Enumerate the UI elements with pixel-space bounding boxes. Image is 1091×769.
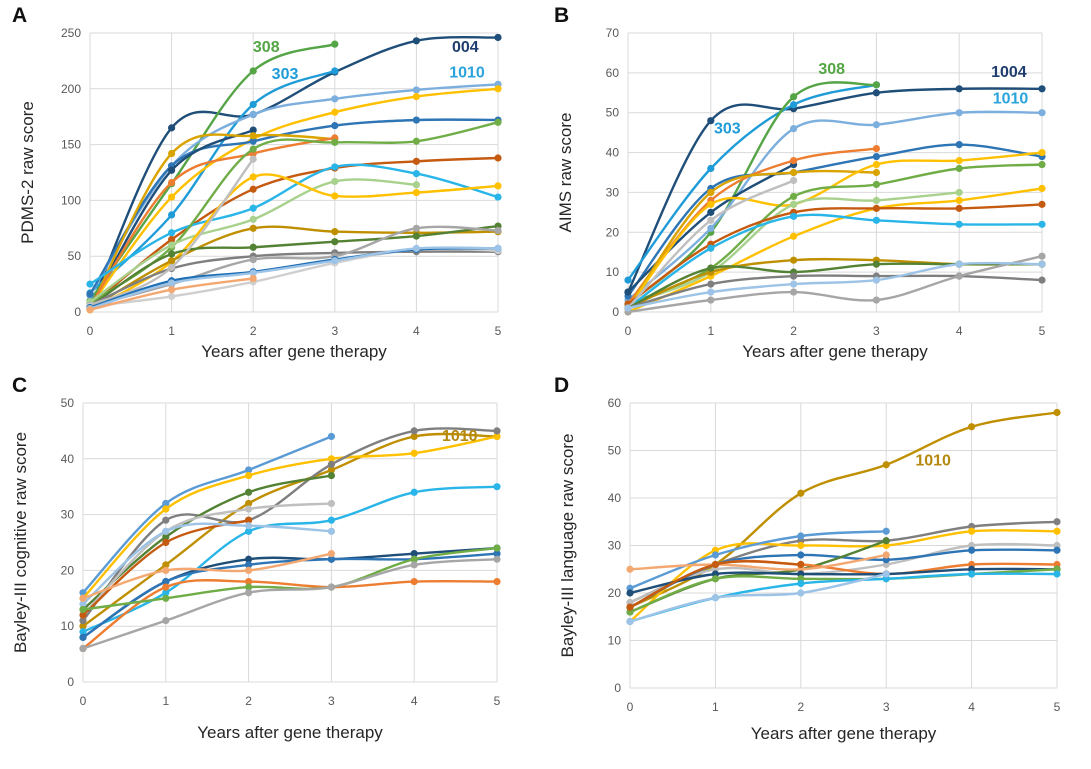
svg-text:Bayley-III language raw score: Bayley-III language raw score bbox=[558, 434, 577, 658]
svg-text:Years after gene therapy: Years after gene therapy bbox=[742, 342, 928, 361]
svg-text:60: 60 bbox=[606, 66, 620, 80]
svg-text:30: 30 bbox=[606, 185, 620, 199]
svg-text:1: 1 bbox=[707, 324, 714, 338]
svg-text:50: 50 bbox=[608, 444, 622, 458]
svg-text:1010: 1010 bbox=[449, 65, 485, 82]
svg-text:303: 303 bbox=[714, 120, 741, 137]
chart-b: 0 10 20 30 40 50 60 70 0 1 2 3 4 5 308 303 1004 1010 Years… bbox=[556, 26, 1046, 361]
svg-text:250: 250 bbox=[61, 26, 81, 40]
svg-text:004: 004 bbox=[452, 39, 479, 56]
svg-text:5: 5 bbox=[1039, 324, 1046, 338]
svg-text:0: 0 bbox=[80, 694, 87, 708]
svg-text:Years after gene therapy: Years after gene therapy bbox=[751, 724, 937, 743]
svg-text:70: 70 bbox=[606, 26, 620, 40]
svg-text:0: 0 bbox=[627, 700, 634, 714]
svg-text:40: 40 bbox=[608, 491, 622, 505]
svg-text:20: 20 bbox=[608, 586, 622, 600]
svg-text:Bayley-III cognitive raw score: Bayley-III cognitive raw score bbox=[11, 432, 30, 653]
svg-text:0: 0 bbox=[87, 324, 94, 338]
svg-text:308: 308 bbox=[818, 61, 845, 78]
svg-text:10: 10 bbox=[61, 619, 75, 633]
svg-text:1: 1 bbox=[712, 700, 719, 714]
svg-text:20: 20 bbox=[61, 563, 75, 577]
svg-text:2: 2 bbox=[797, 700, 804, 714]
svg-text:150: 150 bbox=[61, 138, 81, 152]
svg-text:1010: 1010 bbox=[993, 91, 1029, 108]
svg-text:200: 200 bbox=[61, 82, 81, 96]
svg-text:1004: 1004 bbox=[991, 64, 1027, 81]
svg-text:Years after gene therapy: Years after gene therapy bbox=[197, 723, 383, 742]
panel-d: D 0 10 20 30 40 50 60 0 1 2 3 4 5 1010 Years after gen… bbox=[545, 370, 1091, 769]
svg-text:10: 10 bbox=[606, 265, 620, 279]
svg-text:1010: 1010 bbox=[442, 428, 478, 445]
svg-text:AIMS raw score: AIMS raw score bbox=[556, 113, 575, 233]
panel-b: B 0 10 20 30 40 50 60 70 0 1 2 3 4 5 308 303 1004 1010 Yea… bbox=[545, 0, 1091, 370]
svg-text:40: 40 bbox=[61, 452, 75, 466]
svg-text:0: 0 bbox=[67, 675, 74, 689]
chart-c: 0 10 20 30 40 50 0 1 2 3 4 5 1010 Years after gene th… bbox=[11, 396, 501, 742]
svg-text:50: 50 bbox=[68, 249, 82, 263]
svg-text:4: 4 bbox=[968, 700, 975, 714]
svg-text:0: 0 bbox=[614, 681, 621, 695]
chart-d: 0 10 20 30 40 50 60 0 1 2 3 4 5 1010 Years after gene … bbox=[558, 396, 1061, 743]
svg-text:2: 2 bbox=[250, 324, 257, 338]
svg-text:0: 0 bbox=[612, 305, 619, 319]
svg-text:60: 60 bbox=[608, 396, 622, 410]
svg-text:0: 0 bbox=[625, 324, 632, 338]
svg-text:Years after gene therapy: Years after gene therapy bbox=[201, 342, 387, 361]
svg-text:100: 100 bbox=[61, 193, 81, 207]
svg-text:4: 4 bbox=[413, 324, 420, 338]
svg-text:1: 1 bbox=[168, 324, 175, 338]
svg-text:1: 1 bbox=[162, 694, 169, 708]
svg-text:30: 30 bbox=[608, 539, 622, 553]
panel-letter-a: A bbox=[12, 4, 28, 27]
svg-text:50: 50 bbox=[606, 106, 620, 120]
panel-letter-c: C bbox=[12, 374, 28, 397]
svg-text:3: 3 bbox=[873, 324, 880, 338]
svg-text:5: 5 bbox=[494, 694, 501, 708]
panel-c: C 0 10 20 30 40 50 0 1 2 3 4 5 1010 Years after gene … bbox=[0, 370, 545, 769]
svg-text:4: 4 bbox=[956, 324, 963, 338]
svg-text:40: 40 bbox=[606, 146, 620, 160]
svg-text:4: 4 bbox=[411, 694, 418, 708]
panel-a: A 0 50 100 150 200 250 0 1 2 3 4 5 308 303 004 1010 Year… bbox=[0, 0, 545, 370]
panel-letter-d: D bbox=[554, 374, 570, 397]
svg-text:5: 5 bbox=[495, 324, 502, 338]
svg-text:30: 30 bbox=[61, 508, 75, 522]
panel-letter-b: B bbox=[554, 4, 570, 27]
svg-text:10: 10 bbox=[608, 634, 622, 648]
chart-a: 0 50 100 150 200 250 0 1 2 3 4 5 308 303 004 1010 Years … bbox=[18, 26, 502, 361]
svg-text:303: 303 bbox=[272, 66, 299, 83]
svg-text:2: 2 bbox=[245, 694, 252, 708]
svg-text:PDMS-2 raw score: PDMS-2 raw score bbox=[18, 101, 37, 244]
svg-text:50: 50 bbox=[61, 396, 75, 410]
svg-text:3: 3 bbox=[883, 700, 890, 714]
svg-text:1010: 1010 bbox=[915, 453, 951, 470]
svg-text:0: 0 bbox=[74, 305, 81, 319]
svg-text:308: 308 bbox=[253, 39, 280, 56]
svg-text:20: 20 bbox=[606, 225, 620, 239]
svg-text:3: 3 bbox=[328, 694, 335, 708]
svg-text:3: 3 bbox=[331, 324, 338, 338]
svg-text:5: 5 bbox=[1054, 700, 1061, 714]
svg-text:2: 2 bbox=[790, 324, 797, 338]
